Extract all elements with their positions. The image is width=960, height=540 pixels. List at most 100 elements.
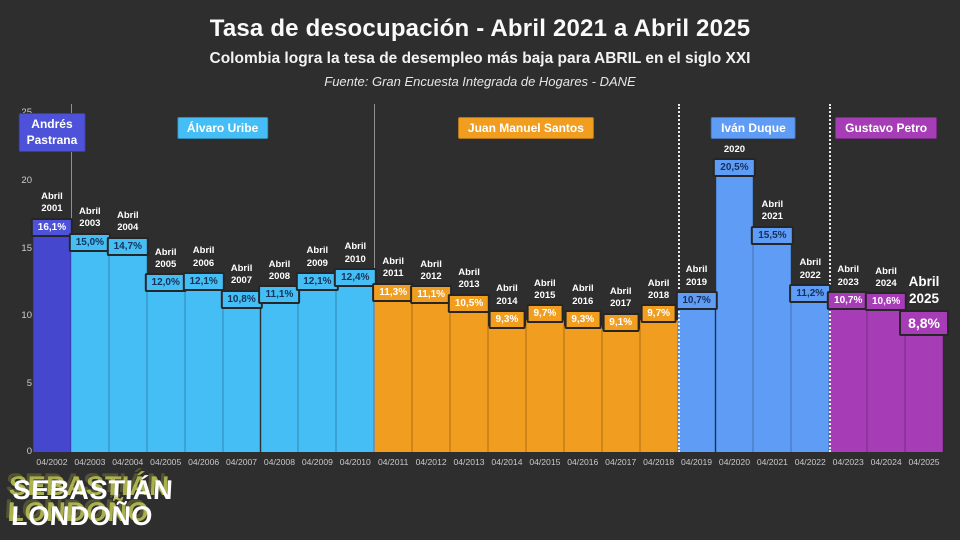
- x-axis-tick-label: 04/2019: [680, 457, 713, 467]
- x-axis-tick-label: 04/2018: [643, 457, 675, 467]
- bar-04-2002: [33, 233, 71, 452]
- president-label-santos: Juan Manuel Santos: [457, 117, 594, 139]
- bar-value-label: 10,7%: [675, 290, 718, 310]
- bar-annotation: Abril 2009 12,1%: [296, 245, 339, 291]
- bar-annotation: Abril 2008 11,1%: [258, 258, 301, 305]
- author-logo-line2: LONDOÑO: [10, 501, 154, 532]
- bar-04-2008: [260, 301, 299, 452]
- section-separator: [70, 104, 72, 452]
- bar-annotation: Abril 2015 9,7%: [526, 277, 564, 324]
- bar-value-label: 12,0%: [144, 273, 187, 293]
- source-caption: Fuente: Gran Encuesta Integrada de Hogar…: [324, 74, 636, 89]
- bar-annotation: Abril 2018 9,7%: [640, 278, 678, 324]
- bar-period-label: Abril 2019: [685, 264, 708, 288]
- bar-period-label: Abril 2016: [571, 283, 594, 307]
- bar-04-2017: [601, 328, 640, 452]
- bar-value-label: 12,1%: [182, 271, 225, 291]
- bar-value-label: 11,3%: [372, 282, 415, 302]
- x-axis-tick-label: 04/2014: [491, 457, 523, 467]
- bar-annotation: Abril 2021 15,5%: [751, 199, 794, 245]
- x-axis-tick-label: 04/2013: [453, 457, 485, 467]
- section-separator: [677, 104, 680, 452]
- bar-value-label: 9,3%: [564, 309, 602, 329]
- bar-period-label: Abril 2023: [837, 264, 860, 288]
- x-axis-tick-label: 04/2002: [36, 457, 68, 467]
- bar-period-label: Abril 2010: [344, 241, 367, 265]
- bar-04-2022: [791, 300, 830, 452]
- bar-04-2005: [146, 289, 185, 452]
- bar-04-2006: [184, 287, 223, 452]
- bar-04-2004: [108, 252, 147, 452]
- bar-annotation: Abril 2001 16,1%: [30, 191, 74, 237]
- bar-value-label: 16,1%: [30, 217, 74, 237]
- bar-04-2015: [525, 320, 564, 452]
- x-axis-tick-label: 04/2007: [225, 457, 258, 467]
- bar-period-label: Abril 2007: [230, 262, 253, 287]
- bar-period-label: Abril 2008: [268, 258, 291, 283]
- bar-annotation: Abril 2010 12,4%: [334, 241, 377, 287]
- bar-annotation: Abril 2019 10,7%: [675, 264, 718, 310]
- president-label-petro: Gustavo Petro: [835, 117, 938, 139]
- bar-period-label: Abril 2012: [420, 258, 442, 283]
- x-axis-tick-label: 04/2009: [301, 457, 333, 467]
- bar-value-label: 11,1%: [410, 285, 453, 305]
- bar-period-label: Abril 2005: [154, 246, 177, 270]
- bar-period-label: Abril 2025: [908, 273, 940, 306]
- bar-value-label: 8,8%: [899, 309, 949, 336]
- x-axis-tick-label: 04/2005: [150, 457, 182, 467]
- chart-header: Tasa de desocupación - Abril 2021 a Abri…: [0, 15, 960, 89]
- bar-value-label: 9,1%: [602, 312, 640, 332]
- bar-period-label: Abril 2009: [306, 245, 329, 269]
- bar-annotation: Abril 2006 12,1%: [182, 245, 225, 291]
- bar-annotation: Abril 2025 8,8%: [899, 274, 949, 336]
- bar-period-label: Abril 2015: [534, 277, 556, 302]
- bar-04-2014: [488, 325, 526, 452]
- y-axis-tick-label: 5: [26, 378, 32, 390]
- bar-annotation: Abril 2007 10,8%: [220, 262, 263, 309]
- y-axis-tick-label: 10: [21, 310, 32, 322]
- bar-04-2013: [450, 309, 488, 452]
- x-axis-tick-label: 04/2004: [112, 457, 144, 467]
- bar-04-2003: [70, 248, 109, 452]
- bar-period-label: Abril 2024: [875, 265, 897, 289]
- bar-value-label: 15,0%: [68, 232, 112, 252]
- y-axis-tick-label: 15: [21, 242, 32, 254]
- page-subtitle: Colombia logra la tesa de desempleo más …: [209, 50, 751, 67]
- bar-annotation: Abril 2004 14,7%: [106, 209, 149, 256]
- bar-annotation: Abril 2023 10,7%: [827, 264, 870, 310]
- bar-value-label: 11,1%: [258, 285, 301, 305]
- bar-annotation: Abril 2024 10,6%: [864, 265, 908, 312]
- president-label-duque: Iván Duque: [711, 117, 796, 139]
- x-axis-tick-label: 04/2017: [605, 457, 637, 467]
- bar-value-label: 9,7%: [526, 304, 564, 324]
- bar-period-label: Abril 2021: [761, 199, 784, 223]
- bar-annotation: Abril 2016 9,3%: [564, 283, 602, 329]
- bar-period-label: Abril 2004: [116, 209, 139, 234]
- x-axis-tick-label: 04/2020: [718, 457, 750, 467]
- bar-annotation: Abril 2017 9,1%: [602, 285, 640, 332]
- x-axis-tick-label: 04/2012: [415, 457, 447, 467]
- x-axis-tick-label: 04/2011: [377, 457, 409, 467]
- x-axis-tick-label: 04/2021: [756, 457, 788, 467]
- bar-value-label: 12,1%: [296, 271, 339, 291]
- bar-value-label: 10,7%: [827, 290, 870, 310]
- bar-value-label: 9,7%: [640, 304, 678, 324]
- bar-04-2016: [563, 325, 602, 452]
- x-axis-tick-label: 04/2022: [794, 457, 826, 467]
- bar-value-label: 12,4%: [334, 267, 377, 287]
- x-axis-tick-label: 04/2025: [908, 457, 940, 467]
- bar-04-2007: [222, 305, 261, 452]
- bar-04-2020: [715, 174, 754, 452]
- author-logo-line1: SEBASTIÁN: [11, 475, 175, 506]
- bar-annotation: Abril 2005 12,0%: [144, 246, 187, 293]
- x-axis-tick-label: 04/2006: [188, 457, 220, 467]
- bar-period-label: Abril 2006: [192, 245, 215, 269]
- bar-period-label: Abril 2017: [609, 285, 632, 310]
- bar-period-label: Abril 2022: [799, 257, 822, 281]
- bar-period-label: Abril 2001: [41, 191, 63, 215]
- y-axis-tick-label: 25: [6, 107, 32, 118]
- bar-value-label: 10,8%: [220, 289, 263, 309]
- bar-annotation: Abril 2003 15,0%: [68, 206, 112, 252]
- bar-annotation: Abril 2022 11,2%: [789, 257, 832, 304]
